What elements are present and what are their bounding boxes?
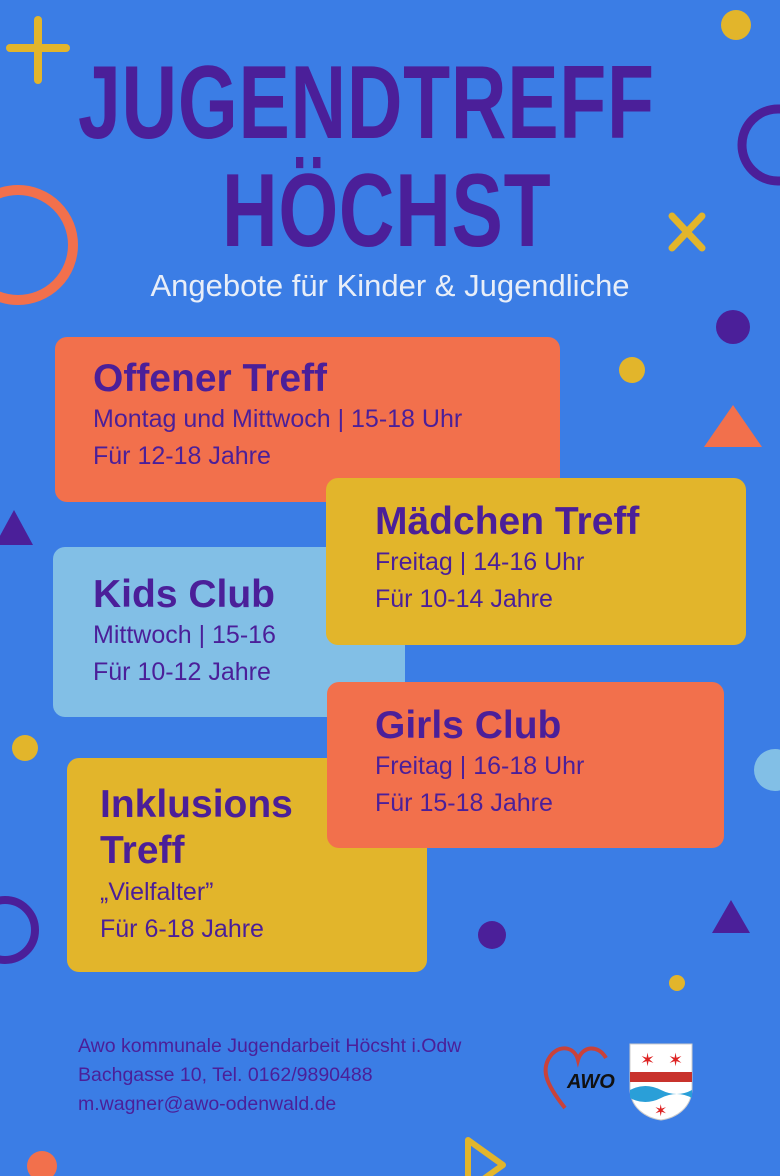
- dot-shape: [721, 10, 751, 40]
- ring-shape: [0, 185, 78, 305]
- triangle-outline-shape: [465, 1137, 506, 1176]
- offer-card-maedchen-treff: Mädchen Treff Freitag | 14-16 Uhr Für 10…: [326, 478, 746, 645]
- title-line2: HÖCHST: [222, 153, 552, 269]
- offer-ages: Für 6-18 Jahre: [100, 915, 264, 943]
- contact-info: Awo kommunale Jugendarbeit Höcsht i.Odw …: [78, 1032, 461, 1119]
- offer-ages: Für 10-14 Jahre: [375, 585, 553, 613]
- offer-card-girls-club: Girls Club Freitag | 16-18 Uhr Für 15-18…: [327, 682, 724, 848]
- email: m.wagner@awo-odenwald.de: [78, 1093, 337, 1115]
- offer-schedule: Montag und Mittwoch | 15-18 Uhr: [93, 405, 463, 433]
- x-icon: [668, 212, 706, 252]
- ring-shape: [0, 896, 39, 964]
- svg-text:✶: ✶: [654, 1103, 667, 1120]
- dot-shape: [478, 921, 506, 949]
- address: Bachgasse 10, Tel. 0162/9890488: [78, 1064, 373, 1086]
- organization-name: Awo kommunale Jugendarbeit Höcsht i.Odw: [78, 1035, 462, 1057]
- offer-schedule: Mittwoch | 15-16: [93, 621, 276, 649]
- offer-title-line1: Inklusions: [100, 783, 293, 826]
- dot-shape: [12, 735, 38, 761]
- offer-ages: Für 15-18 Jahre: [375, 789, 553, 817]
- offer-title: Mädchen Treff: [375, 500, 640, 543]
- triangle-shape: [0, 510, 33, 545]
- plus-icon: [6, 16, 70, 84]
- dot-shape: [27, 1151, 57, 1176]
- svg-text:✶: ✶: [668, 1050, 683, 1070]
- dot-shape: [754, 749, 780, 791]
- dot-shape: [716, 310, 750, 344]
- awo-logo-text: AWO: [566, 1071, 615, 1093]
- subtitle: Angebote für Kinder & Jugendliche: [150, 268, 630, 303]
- coat-of-arms-icon: ✶ ✶ ✶: [629, 1043, 693, 1121]
- triangle-shape: [712, 900, 750, 933]
- offer-card-offener-treff: Offener Treff Montag und Mittwoch | 15-1…: [55, 337, 560, 502]
- offer-subtitle: „Vielfalter”: [100, 878, 214, 906]
- triangle-shape: [704, 405, 762, 447]
- dot-shape: [669, 975, 685, 991]
- offer-title: Girls Club: [375, 704, 562, 747]
- offer-schedule: Freitag | 14-16 Uhr: [375, 548, 585, 576]
- heart-icon: [543, 1046, 608, 1110]
- offer-title-line2: Treff: [100, 829, 185, 872]
- svg-text:✶: ✶: [640, 1050, 655, 1070]
- offer-schedule: Freitag | 16-18 Uhr: [375, 752, 585, 780]
- ring-shape: [737, 104, 780, 186]
- offer-title: Kids Club: [93, 573, 275, 616]
- awo-logo: AWO ✶ ✶ ✶: [543, 1043, 693, 1121]
- title-line1: JUGENDTREFF: [78, 45, 655, 161]
- offer-title: Offener Treff: [93, 357, 328, 400]
- offer-ages: Für 12-18 Jahre: [93, 442, 271, 470]
- dot-shape: [619, 357, 645, 383]
- offer-card-inklusions-treff: Inklusions Treff „Vielfalter” Für 6-18 J…: [67, 758, 427, 972]
- offer-ages: Für 10-12 Jahre: [93, 658, 271, 686]
